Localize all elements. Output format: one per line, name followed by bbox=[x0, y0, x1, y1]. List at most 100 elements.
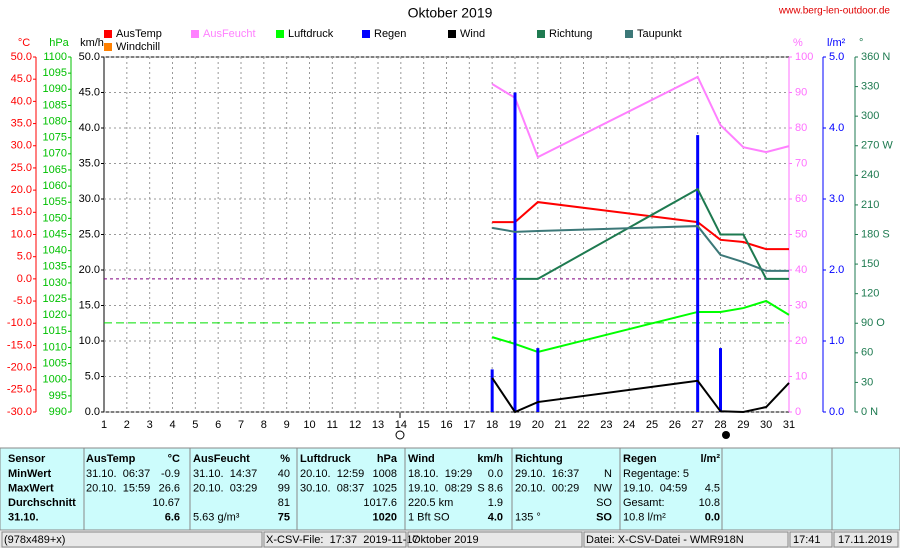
table-cell: 18.10. 19:29 bbox=[408, 468, 472, 480]
table-cell: 19.10. 04:59 bbox=[623, 482, 687, 494]
table-unit: °C bbox=[168, 453, 180, 465]
status-panel bbox=[789, 531, 833, 548]
y-tick-label: 1010 bbox=[43, 341, 67, 353]
table-cell: N bbox=[604, 468, 612, 480]
x-tick-label: 8 bbox=[261, 419, 267, 431]
series-line bbox=[491, 299, 790, 354]
y-tick-label: 30 bbox=[861, 376, 873, 388]
legend-swatch bbox=[104, 30, 112, 38]
table-cell: 0.0 bbox=[705, 511, 720, 523]
x-tick-label: 29 bbox=[737, 419, 749, 431]
y-tick-label: 1085 bbox=[43, 99, 67, 111]
y-tick-label: 1040 bbox=[43, 245, 67, 257]
y-tick-label: 1055 bbox=[43, 196, 67, 208]
y-tick-label: 1100 bbox=[43, 51, 67, 63]
y-tick-label: 120 bbox=[861, 288, 879, 300]
y-tick-label: 1.0 bbox=[829, 335, 844, 347]
status-text: X-CSV-File: 17:37 2019-11-17 bbox=[266, 534, 419, 546]
y-tick-label: 0.0 bbox=[85, 406, 100, 418]
y-tick-label: 20 bbox=[795, 335, 807, 347]
table-cell: 135 ° bbox=[515, 511, 541, 523]
y-tick-label: 1060 bbox=[43, 180, 67, 192]
table-header: Luftdruck bbox=[300, 453, 352, 465]
table-cell: 10.8 l/m² bbox=[623, 511, 666, 523]
y-tick-label: -25.0 bbox=[7, 384, 32, 396]
x-tick-label: 22 bbox=[577, 419, 589, 431]
table-cell: 1008 bbox=[373, 468, 397, 480]
y-tick-label: -5.0 bbox=[13, 295, 32, 307]
x-tick-label: 11 bbox=[327, 419, 338, 431]
y-tick-label: 1000 bbox=[43, 374, 67, 386]
x-tick-label: 18 bbox=[486, 419, 498, 431]
axis-unit: ° bbox=[859, 37, 863, 49]
table-cell: 5.63 g/m³ bbox=[193, 511, 240, 523]
y-tick-label: 60 bbox=[861, 347, 873, 359]
y-tick-label: 5.0 bbox=[17, 251, 32, 263]
y-tick-label: 10.0 bbox=[11, 228, 32, 240]
y-tick-label: 1035 bbox=[43, 261, 67, 273]
legend-label: AusFeucht bbox=[203, 28, 256, 40]
x-tick-label: 24 bbox=[623, 419, 635, 431]
x-tick-label: 27 bbox=[692, 419, 704, 431]
y-tick-label: 90 O bbox=[861, 317, 885, 329]
source: www.berg-len-outdoor.de bbox=[778, 6, 891, 17]
legend-swatch bbox=[537, 30, 545, 38]
y-tick-label: 360 N bbox=[861, 51, 890, 63]
y-tick-label: 40.0 bbox=[79, 122, 100, 134]
legend-label: Luftdruck bbox=[288, 28, 334, 40]
y-tick-label: 50.0 bbox=[11, 51, 32, 63]
y-tick-label: 1030 bbox=[43, 277, 67, 289]
legend-label: Richtung bbox=[549, 28, 592, 40]
y-tick-label: 30 bbox=[795, 299, 807, 311]
y-tick-label: -30.0 bbox=[7, 406, 32, 418]
y-tick-label: 40.0 bbox=[11, 95, 32, 107]
table-cell: SO bbox=[596, 497, 612, 509]
table-cell: 220.5 km bbox=[408, 497, 453, 509]
y-tick-label: 25.0 bbox=[79, 228, 100, 240]
table-cell: 19.10. 08:29 bbox=[408, 482, 472, 494]
legend-swatch bbox=[191, 30, 199, 38]
y-tick-label: 330 bbox=[861, 80, 879, 92]
rain-bar bbox=[513, 92, 517, 412]
y-tick-label: 4.0 bbox=[829, 122, 844, 134]
row-label: MinWert bbox=[8, 468, 52, 480]
row-label: MaxWert bbox=[8, 482, 54, 494]
table-cell: 31.10. 14:37 bbox=[193, 468, 257, 480]
legend-label: AusTemp bbox=[116, 28, 162, 40]
x-tick-label: 20 bbox=[532, 419, 544, 431]
y-tick-label: 15.0 bbox=[11, 206, 32, 218]
x-tick-label: 4 bbox=[169, 419, 175, 431]
x-tick-label: 12 bbox=[349, 419, 361, 431]
x-tick-label: 25 bbox=[646, 419, 658, 431]
series-line bbox=[491, 225, 789, 272]
status-text: 17:41 bbox=[793, 534, 821, 546]
x-tick-label: 3 bbox=[147, 419, 153, 431]
status-panel bbox=[833, 531, 899, 548]
table-cell: 1 Bft SO bbox=[408, 511, 450, 523]
axis-unit: km/h bbox=[80, 37, 104, 49]
y-tick-label: 50 bbox=[795, 228, 807, 240]
legend-swatch bbox=[104, 43, 112, 51]
status-bg bbox=[0, 531, 900, 548]
table-cell: 4.0 bbox=[488, 511, 503, 523]
y-tick-label: 35.0 bbox=[11, 117, 32, 129]
x-tick-label: 2 bbox=[124, 419, 130, 431]
table-cell: SO bbox=[596, 511, 612, 523]
series-line bbox=[492, 201, 789, 251]
table-cell: 6.6 bbox=[165, 511, 180, 523]
x-tick-label: 9 bbox=[284, 419, 290, 431]
x-tick-label: 15 bbox=[418, 419, 430, 431]
y-tick-label: -20.0 bbox=[7, 362, 32, 374]
axis-unit: l/m² bbox=[827, 37, 846, 49]
y-tick-label: 0.0 bbox=[17, 273, 32, 285]
y-tick-label: 10 bbox=[795, 370, 807, 382]
axis-unit: % bbox=[793, 37, 803, 49]
y-tick-label: 180 S bbox=[861, 228, 890, 240]
y-tick-label: 1045 bbox=[43, 228, 67, 240]
table-unit: % bbox=[280, 453, 290, 465]
y-tick-label: 240 bbox=[861, 169, 879, 181]
table-header: Wind bbox=[408, 453, 435, 465]
legend-label: Regen bbox=[374, 28, 406, 40]
row-label: 31.10. bbox=[8, 511, 39, 523]
